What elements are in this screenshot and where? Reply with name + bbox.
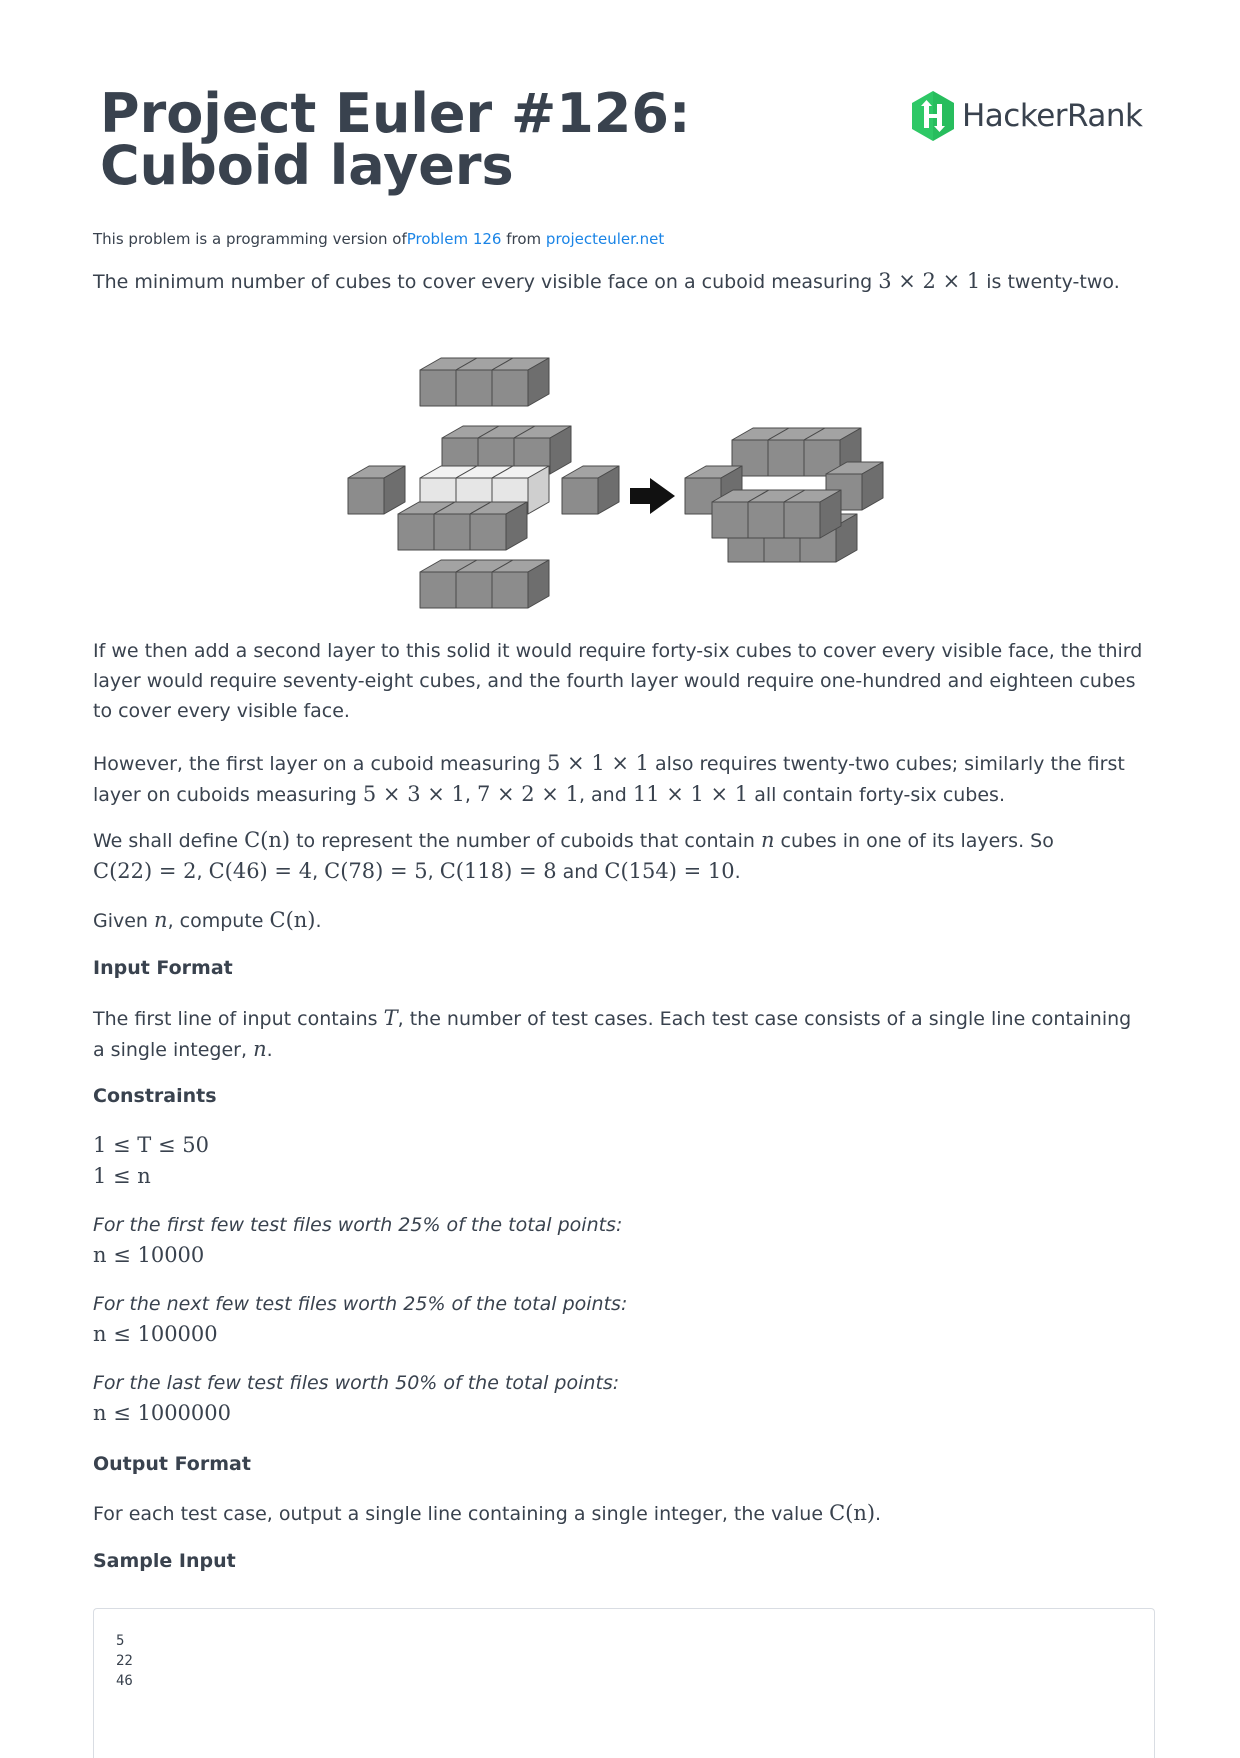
- subtask-1: For the first few test files worth 25% o…: [93, 1210, 1143, 1271]
- subtask-2-label: For the next few test files worth 25% of…: [93, 1293, 628, 1315]
- input-format-paragraph: The first line of input contains T, the …: [93, 1003, 1143, 1065]
- intro-text: The minimum number of cubes to cover eve…: [93, 271, 879, 293]
- define-text: to represent the number of cuboids that …: [290, 830, 761, 852]
- intro-text-end: is twenty-two.: [980, 271, 1120, 293]
- however-text: all contain forty-six cubes.: [748, 784, 1005, 806]
- title-line-1: Project Euler #126:: [100, 82, 691, 145]
- math-11x1x1: 11 × 1 × 1: [632, 782, 749, 806]
- math-c-n: C(n): [244, 828, 291, 852]
- output-format-paragraph: For each test case, output a single line…: [93, 1498, 1143, 1529]
- subtask-1-math: n ≤ 10000: [93, 1243, 205, 1267]
- subtask-3-math: n ≤ 1000000: [93, 1401, 231, 1425]
- input-format-text: , the number of test cases. Each test ca…: [93, 1008, 1132, 1061]
- subtask-3-label: For the last few test files worth 50% of…: [93, 1372, 620, 1394]
- output-format-text: For each test case, output a single line…: [93, 1503, 830, 1525]
- math-c22: C(22) = 2: [93, 859, 197, 883]
- origin-prefix: This problem is a programming version of: [93, 230, 407, 248]
- output-format-heading: Output Format: [93, 1453, 251, 1475]
- math-c118: C(118) = 8: [439, 859, 557, 883]
- define-text: We shall define: [93, 830, 245, 852]
- constraint-t: 1 ≤ T ≤ 50: [93, 1133, 209, 1157]
- define-paragraph: We shall define C(n) to represent the nu…: [93, 828, 1054, 883]
- math-n: n: [154, 908, 168, 932]
- math-t: T: [383, 1006, 398, 1030]
- math-c78: C(78) = 5: [324, 859, 428, 883]
- input-format-text: The first line of input contains: [93, 1008, 384, 1030]
- layers-paragraph: If we then add a second layer to this so…: [93, 640, 1143, 722]
- math-c46: C(46) = 4: [208, 859, 313, 883]
- subtask-2: For the next few test files worth 25% of…: [93, 1289, 1143, 1350]
- problem-title: Project Euler #126: Cuboid layers: [100, 82, 691, 197]
- hackerrank-logo: HackerRank: [910, 90, 1143, 142]
- however-paragraph: However, the first layer on a cuboid mea…: [93, 748, 1143, 810]
- origin-middle: from: [501, 230, 546, 248]
- intro-math: 3 × 2 × 1: [878, 269, 981, 293]
- subtask-3: For the last few test files worth 50% of…: [93, 1368, 1143, 1429]
- input-format-heading: Input Format: [93, 957, 233, 979]
- given-paragraph: Given n, compute C(n).: [93, 905, 1143, 936]
- constraint-n: 1 ≤ n: [93, 1164, 151, 1188]
- given-text: .: [315, 910, 322, 932]
- problem-origin: This problem is a programming version of…: [93, 230, 664, 248]
- subtask-2-math: n ≤ 100000: [93, 1322, 218, 1346]
- constraints-heading: Constraints: [93, 1085, 217, 1107]
- sample-input-box[interactable]: 5 22 46: [93, 1608, 1155, 1758]
- given-text: Given: [93, 910, 155, 932]
- hackerrank-logo-icon: [912, 91, 954, 141]
- math-c154: C(154) = 10: [604, 859, 735, 883]
- subtask-1-label: For the first few test files worth 25% o…: [93, 1214, 623, 1236]
- however-text: , and: [578, 784, 633, 806]
- hackerrank-logo-text: HackerRank: [962, 98, 1143, 134]
- however-text: ,: [464, 784, 477, 806]
- output-format-text: .: [875, 1503, 882, 1525]
- math-5x3x1: 5 × 3 × 1: [362, 782, 465, 806]
- constraint-list: 1 ≤ T ≤ 50 1 ≤ n: [93, 1130, 1143, 1192]
- problem-126-link[interactable]: Problem 126: [406, 230, 502, 248]
- math-5x1x1: 5 × 1 × 1: [547, 751, 649, 775]
- however-text: However, the first layer on a cuboid mea…: [93, 753, 548, 775]
- title-line-2: Cuboid layers: [100, 134, 514, 197]
- cuboid-layers-figure: [347, 357, 884, 609]
- math-n: n: [253, 1037, 267, 1061]
- define-end: .: [734, 861, 741, 883]
- math-7x2x1: 7 × 2 × 1: [476, 782, 579, 806]
- intro-paragraph: The minimum number of cubes to cover eve…: [93, 266, 1143, 297]
- however-text: also requires twenty-two cubes; similarl…: [93, 753, 1125, 806]
- input-format-text: .: [266, 1039, 273, 1061]
- sample-input-heading: Sample Input: [93, 1550, 236, 1572]
- define-and: and: [556, 861, 605, 883]
- math-c-n: C(n): [269, 908, 316, 932]
- math-n: n: [760, 828, 775, 852]
- sample-line: 22: [116, 1653, 133, 1669]
- math-c-n: C(n): [829, 1501, 876, 1525]
- given-text: , compute: [167, 910, 270, 932]
- define-text: cubes in one of its layers. So: [774, 830, 1054, 852]
- sample-line: 5: [116, 1633, 125, 1649]
- sample-input-code: 5 22 46: [94, 1609, 1154, 1691]
- sample-line: 46: [116, 1673, 133, 1689]
- projecteuler-link[interactable]: projecteuler.net: [545, 230, 665, 248]
